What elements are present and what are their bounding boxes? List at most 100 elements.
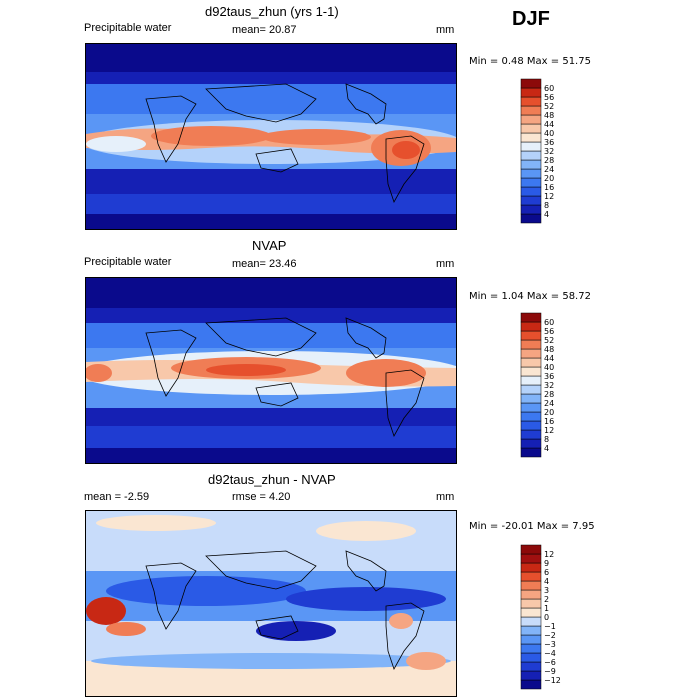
colorbar-swatch [520,598,542,609]
colorbar-tick-label: −6 [544,658,556,667]
colorbar-swatch [520,625,542,636]
panel-1-units-label: mm [436,24,455,36]
colorbar-swatch [520,87,542,98]
colorbar-tick-label: 12 [544,426,554,435]
colorbar-swatch [520,195,542,206]
colorbar-swatch [520,366,542,377]
colorbar-tick-label: 4 [544,210,549,219]
colorbar-swatch [520,321,542,332]
panel-2-mean-label: mean= 23.46 [232,258,297,270]
colorbar-tick-label: −2 [544,631,556,640]
colorbar-swatch [520,411,542,422]
colorbar-swatch [520,96,542,107]
colorbar-swatch [520,393,542,404]
colorbar-tick-label: 56 [544,93,554,102]
colorbar-swatch [520,580,542,591]
colorbar-tick-label: 20 [544,174,554,183]
panel-3-rmse-label: rmse = 4.20 [232,491,291,503]
panel-1-title: d92taus_zhun (yrs 1-1) [205,4,339,19]
colorbar-tick-label: 28 [544,390,554,399]
colorbar-swatch [520,132,542,143]
colorbar-tick-label: 56 [544,327,554,336]
colorbar-tick-label: 20 [544,408,554,417]
colorbar-swatch [520,447,542,458]
colorbar-tick-label: 8 [544,435,549,444]
colorbar-swatch [520,553,542,564]
colorbar-swatch [520,357,542,368]
colorbar-tick-label: −3 [544,640,556,649]
colorbar-tick-label: 9 [544,559,549,568]
colorbar-tick-label: 12 [544,550,554,559]
colorbar-tick-label: 44 [544,354,554,363]
colorbar-swatch [520,213,542,224]
colorbar-tick-label: −9 [544,667,556,676]
panel-3-map [85,510,457,697]
colorbar-tick-label: 4 [544,444,549,453]
colorbar-swatch [520,616,542,627]
colorbar-swatch [520,114,542,125]
colorbar-swatch [520,661,542,672]
colorbar-tick-label: 40 [544,129,554,138]
colorbar-swatch [520,339,542,350]
colorbar-swatch [520,150,542,161]
colorbar-tick-label: 0 [544,613,549,622]
colorbar-tick-label: 28 [544,156,554,165]
colorbar-swatch [520,375,542,386]
panel-3-minmax: Min = -20.01 Max = 7.95 [469,521,595,532]
panel-2-field [86,278,456,463]
panel-3-mean-label: mean = -2.59 [84,491,150,503]
colorbar-tick-label: 48 [544,345,554,354]
colorbar-swatch [520,438,542,449]
panel-1-mean-label: mean= 20.87 [232,24,297,36]
panel-1-map [85,43,457,230]
colorbar-tick-label: 4 [544,577,549,586]
panel-1-variable-label: Precipitable water [84,22,172,34]
colorbar-swatch [520,544,542,555]
colorbar-swatch [520,429,542,440]
colorbar-tick-label: −1 [544,622,556,631]
colorbar-tick-label: 40 [544,363,554,372]
colorbar-tick-label: 32 [544,381,554,390]
colorbar-swatch [520,105,542,116]
panel-2-units-label: mm [436,258,455,270]
colorbar-swatch [520,643,542,654]
colorbar-swatch [520,589,542,600]
colorbar-swatch [520,78,542,89]
colorbar-tick-label: 16 [544,417,554,426]
colorbar-swatch [520,679,542,690]
colorbar-tick-label: 12 [544,192,554,201]
colorbar-tick-label: −12 [544,676,561,685]
colorbar-tick-label: 1 [544,604,549,613]
colorbar-swatch [520,159,542,170]
colorbar-swatch [520,652,542,663]
colorbar-tick-label: 24 [544,165,554,174]
panel-2-title: NVAP [252,238,287,253]
panel-2-variable-label: Precipitable water [84,256,172,268]
colorbar-swatch [520,186,542,197]
colorbar-swatch [520,177,542,188]
colorbar-swatch [520,330,542,341]
colorbar-tick-label: 8 [544,201,549,210]
colorbar-swatch [520,420,542,431]
panel-2-minmax: Min = 1.04 Max = 58.72 [469,291,591,302]
colorbar-swatch [520,670,542,681]
colorbar-tick-label: 36 [544,138,554,147]
colorbar-swatch [520,168,542,179]
panel-2-map [85,277,457,464]
colorbar-tick-label: 36 [544,372,554,381]
colorbar-tick-label: 2 [544,595,549,604]
panel-3-field [86,511,456,696]
colorbar-tick-label: −4 [544,649,556,658]
panel-3-units-label: mm [436,491,455,503]
colorbar-tick-label: 60 [544,318,554,327]
colorbar-tick-label: 52 [544,336,554,345]
colorbar-swatch [520,312,542,323]
colorbar-swatch [520,204,542,215]
colorbar-swatch [520,141,542,152]
colorbar-swatch [520,384,542,395]
season-label: DJF [512,8,550,30]
panel-3-colorbar: −12 −9 −6 −4 −3 −2 −1 0 1 2 3 4 6 9 12 [520,544,591,691]
colorbar-tick-label: 16 [544,183,554,192]
colorbar-swatch [520,562,542,573]
colorbar-tick-label: 3 [544,586,549,595]
